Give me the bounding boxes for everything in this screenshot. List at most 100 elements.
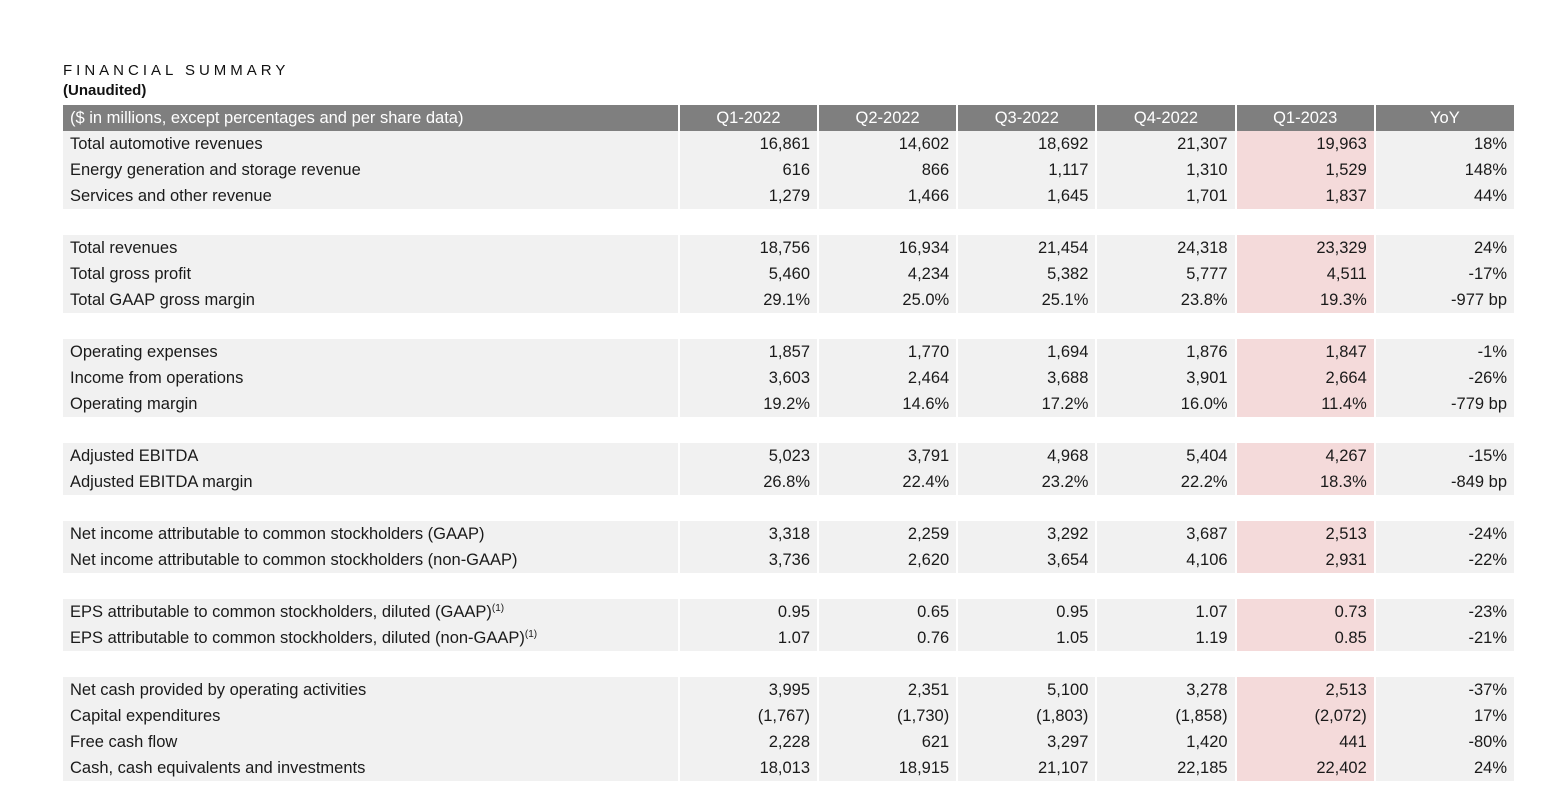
value-cell: 3,278 <box>1095 677 1236 703</box>
table-row: Operating margin 19.2% 14.6% 17.2% 16.0% 11.4… <box>63 391 1514 417</box>
table-row: Free cash flow 2,228 621 3,297 1,420 441 -80% <box>63 729 1514 755</box>
value-cell: 5,404 <box>1095 443 1236 469</box>
value-cell: 2,464 <box>817 365 958 391</box>
value-cell: 14.6% <box>817 391 958 417</box>
value-cell: 1,117 <box>956 157 1097 183</box>
value-cell: 1.07 <box>677 625 819 651</box>
value-cell: 23,329 <box>1234 235 1375 261</box>
yoy-cell: -24% <box>1373 521 1514 547</box>
value-cell: 21,307 <box>1095 131 1236 157</box>
value-cell: 866 <box>817 157 958 183</box>
table-row: Net income attributable to common stockh… <box>63 547 1514 573</box>
value-cell: 21,454 <box>956 235 1097 261</box>
table-row: EPS attributable to common stockholders,… <box>63 625 1514 651</box>
value-cell: 1,279 <box>677 183 819 209</box>
value-cell: 2,664 <box>1234 365 1375 391</box>
value-cell: 3,901 <box>1095 365 1236 391</box>
value-cell: 25.1% <box>956 287 1097 313</box>
value-cell: 1,310 <box>1095 157 1236 183</box>
table-row: Operating expenses 1,857 1,770 1,694 1,876 1,… <box>63 339 1514 365</box>
table-row: Total gross profit 5,460 4,234 5,382 5,777 4,… <box>63 261 1514 287</box>
row-label: Income from operations <box>63 365 679 391</box>
value-cell: 16.0% <box>1095 391 1236 417</box>
table-row: Net cash provided by operating activitie… <box>63 677 1514 703</box>
value-cell: 441 <box>1234 729 1375 755</box>
value-cell: 25.0% <box>817 287 958 313</box>
row-label: Operating expenses <box>63 339 679 365</box>
group-spacer <box>63 573 1514 599</box>
financial-summary-table: ($ in millions, except percentages and p… <box>63 105 1514 781</box>
value-cell: 3,603 <box>677 365 819 391</box>
yoy-cell: 18% <box>1373 131 1514 157</box>
group-spacer <box>63 495 1514 521</box>
yoy-cell: 148% <box>1373 157 1514 183</box>
value-cell: 14,602 <box>817 131 958 157</box>
value-cell: 4,511 <box>1234 261 1375 287</box>
column-header-yoy: YoY <box>1373 105 1514 131</box>
value-cell: 3,791 <box>817 443 958 469</box>
value-cell: 3,654 <box>956 547 1097 573</box>
row-label: EPS attributable to common stockholders,… <box>63 625 679 651</box>
value-cell: 19,963 <box>1234 131 1375 157</box>
row-label: EPS attributable to common stockholders,… <box>63 599 679 625</box>
value-cell: 11.4% <box>1234 391 1375 417</box>
yoy-cell: -15% <box>1373 443 1514 469</box>
value-cell: 19.2% <box>677 391 819 417</box>
yoy-cell: -779 bp <box>1373 391 1514 417</box>
value-cell: 2,259 <box>817 521 958 547</box>
value-cell: 3,292 <box>956 521 1097 547</box>
document-title: FINANCIAL SUMMARY <box>63 62 290 79</box>
value-cell: 19.3% <box>1234 287 1375 313</box>
column-header-label: ($ in millions, except percentages and p… <box>63 105 679 131</box>
value-cell: 4,106 <box>1095 547 1236 573</box>
value-cell: (1,858) <box>1095 703 1236 729</box>
value-cell: 18,756 <box>677 235 819 261</box>
value-cell: 5,100 <box>956 677 1097 703</box>
value-cell: 22,402 <box>1234 755 1375 781</box>
row-label: Total revenues <box>63 235 679 261</box>
value-cell: 1.05 <box>956 625 1097 651</box>
row-label: Net income attributable to common stockh… <box>63 521 679 547</box>
yoy-cell: -22% <box>1373 547 1514 573</box>
row-label: Adjusted EBITDA margin <box>63 469 679 495</box>
yoy-cell: -37% <box>1373 677 1514 703</box>
table-row: Total GAAP gross margin 29.1% 25.0% 25.1% 23… <box>63 287 1514 313</box>
table-row: EPS attributable to common stockholders,… <box>63 599 1514 625</box>
yoy-cell: -21% <box>1373 625 1514 651</box>
yoy-cell: 24% <box>1373 755 1514 781</box>
column-header-q1-2022: Q1-2022 <box>677 105 819 131</box>
yoy-cell: -23% <box>1373 599 1514 625</box>
row-label: Total GAAP gross margin <box>63 287 679 313</box>
value-cell: 2,620 <box>817 547 958 573</box>
value-cell: 18,692 <box>956 131 1097 157</box>
table-row: Total automotive revenues 16,861 14,602 18,… <box>63 131 1514 157</box>
group-spacer <box>63 417 1514 443</box>
value-cell: 1,529 <box>1234 157 1375 183</box>
value-cell: 5,023 <box>677 443 819 469</box>
column-header-q4-2022: Q4-2022 <box>1095 105 1236 131</box>
value-cell: 3,736 <box>677 547 819 573</box>
value-cell: 1,466 <box>817 183 958 209</box>
value-cell: 1.19 <box>1095 625 1236 651</box>
value-cell: 17.2% <box>956 391 1097 417</box>
row-label: Net income attributable to common stockh… <box>63 547 679 573</box>
column-header-q1-2023: Q1-2023 <box>1234 105 1375 131</box>
value-cell: 3,688 <box>956 365 1097 391</box>
row-label: Free cash flow <box>63 729 679 755</box>
value-cell: 18,013 <box>677 755 819 781</box>
value-cell: 0.95 <box>956 599 1097 625</box>
footnote-marker: (1) <box>524 628 538 640</box>
value-cell: 4,968 <box>956 443 1097 469</box>
row-label: Energy generation and storage revenue <box>63 157 679 183</box>
group-spacer <box>63 651 1514 677</box>
value-cell: 3,318 <box>677 521 819 547</box>
value-cell: 2,513 <box>1234 521 1375 547</box>
row-label: Total automotive revenues <box>63 131 679 157</box>
footnote-marker: (1) <box>491 602 505 614</box>
table-row: Capital expenditures (1,767) (1,730) (1,803… <box>63 703 1514 729</box>
yoy-cell: -977 bp <box>1373 287 1514 313</box>
row-label: Net cash provided by operating activitie… <box>63 677 679 703</box>
value-cell: 0.85 <box>1234 625 1375 651</box>
value-cell: 1,694 <box>956 339 1097 365</box>
value-cell: 0.73 <box>1234 599 1375 625</box>
